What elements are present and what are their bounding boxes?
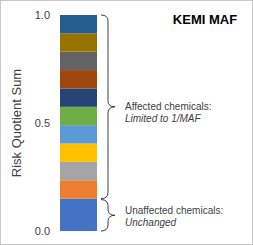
chart: 0.0 0.5 1.0 Risk Quotient Sum KEMI MAF Affect…: [0, 0, 253, 245]
y-axis-label: Risk Quotient Sum: [9, 69, 24, 177]
brace-unaffected: [101, 200, 115, 231]
bars: [60, 15, 97, 231]
annotation: Unaffected chemicals:: [125, 205, 223, 216]
bar-segment: [60, 107, 97, 125]
bar-segment: [60, 125, 97, 143]
bar-segment: [60, 70, 97, 88]
bar-segment: [60, 180, 97, 198]
bar-segment: [60, 15, 97, 33]
bar-segment: [60, 199, 97, 231]
frame: [1, 1, 253, 245]
y-tick-label: 1.0: [35, 9, 50, 21]
bar-segment: [60, 52, 97, 70]
title: KEMI MAF: [173, 12, 237, 27]
bar-segment: [60, 33, 97, 51]
annotation-note: Limited to 1/MAF: [125, 113, 201, 124]
y-tick-label: 0.0: [35, 225, 50, 237]
annotation-note: Unchanged: [125, 217, 177, 228]
brace-affected: [101, 15, 115, 199]
annotation: Affected chemicals:: [125, 101, 212, 112]
bar-segment: [60, 144, 97, 162]
bar-segment: [60, 162, 97, 180]
bar-segment: [60, 88, 97, 106]
y-tick-label: 0.5: [35, 117, 50, 129]
